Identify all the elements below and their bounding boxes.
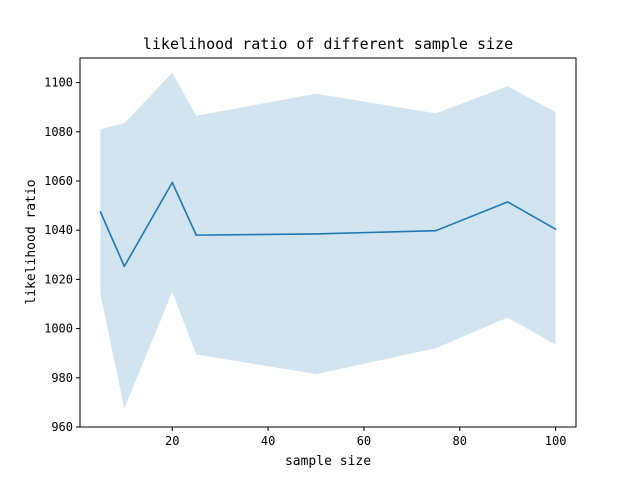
- x-tick-label: 100: [545, 434, 567, 448]
- data-point: [99, 210, 102, 213]
- y-tick-label: 1080: [44, 125, 73, 139]
- y-tick-label: 1000: [44, 322, 73, 336]
- data-point: [195, 234, 198, 236]
- data-point: [506, 201, 509, 203]
- y-tick-label: 980: [51, 371, 73, 385]
- x-tick-label: 40: [261, 434, 275, 448]
- plot-area-frame: [79, 57, 577, 428]
- y-tick-label: 1020: [44, 272, 73, 286]
- x-axis-label: sample size: [285, 454, 371, 469]
- series-line: [99, 181, 557, 268]
- data-point: [171, 181, 174, 184]
- y-tick-label: 1060: [44, 174, 73, 188]
- series-line-layer: [99, 181, 557, 268]
- x-axis-ticks: 20 40 60 80 100: [165, 427, 566, 448]
- y-axis-label: likelihood ratio: [24, 179, 39, 304]
- y-tick-label: 1100: [44, 76, 73, 90]
- chart-title: likelihood ratio of different sample siz…: [143, 35, 513, 53]
- data-point: [435, 229, 437, 232]
- data-point: [315, 233, 317, 235]
- y-axis-ticks: 960 980 1000 1020 1040 1060 1080 1100: [44, 76, 80, 434]
- y-tick-label: 960: [51, 420, 73, 434]
- data-point: [554, 228, 557, 231]
- x-tick-label: 60: [357, 434, 371, 448]
- y-tick-label: 1040: [44, 223, 73, 237]
- confidence-band: [100, 72, 556, 409]
- data-point: [123, 265, 126, 268]
- confidence-band-layer: [100, 72, 556, 409]
- x-tick-label: 80: [453, 434, 467, 448]
- x-tick-label: 20: [165, 434, 179, 448]
